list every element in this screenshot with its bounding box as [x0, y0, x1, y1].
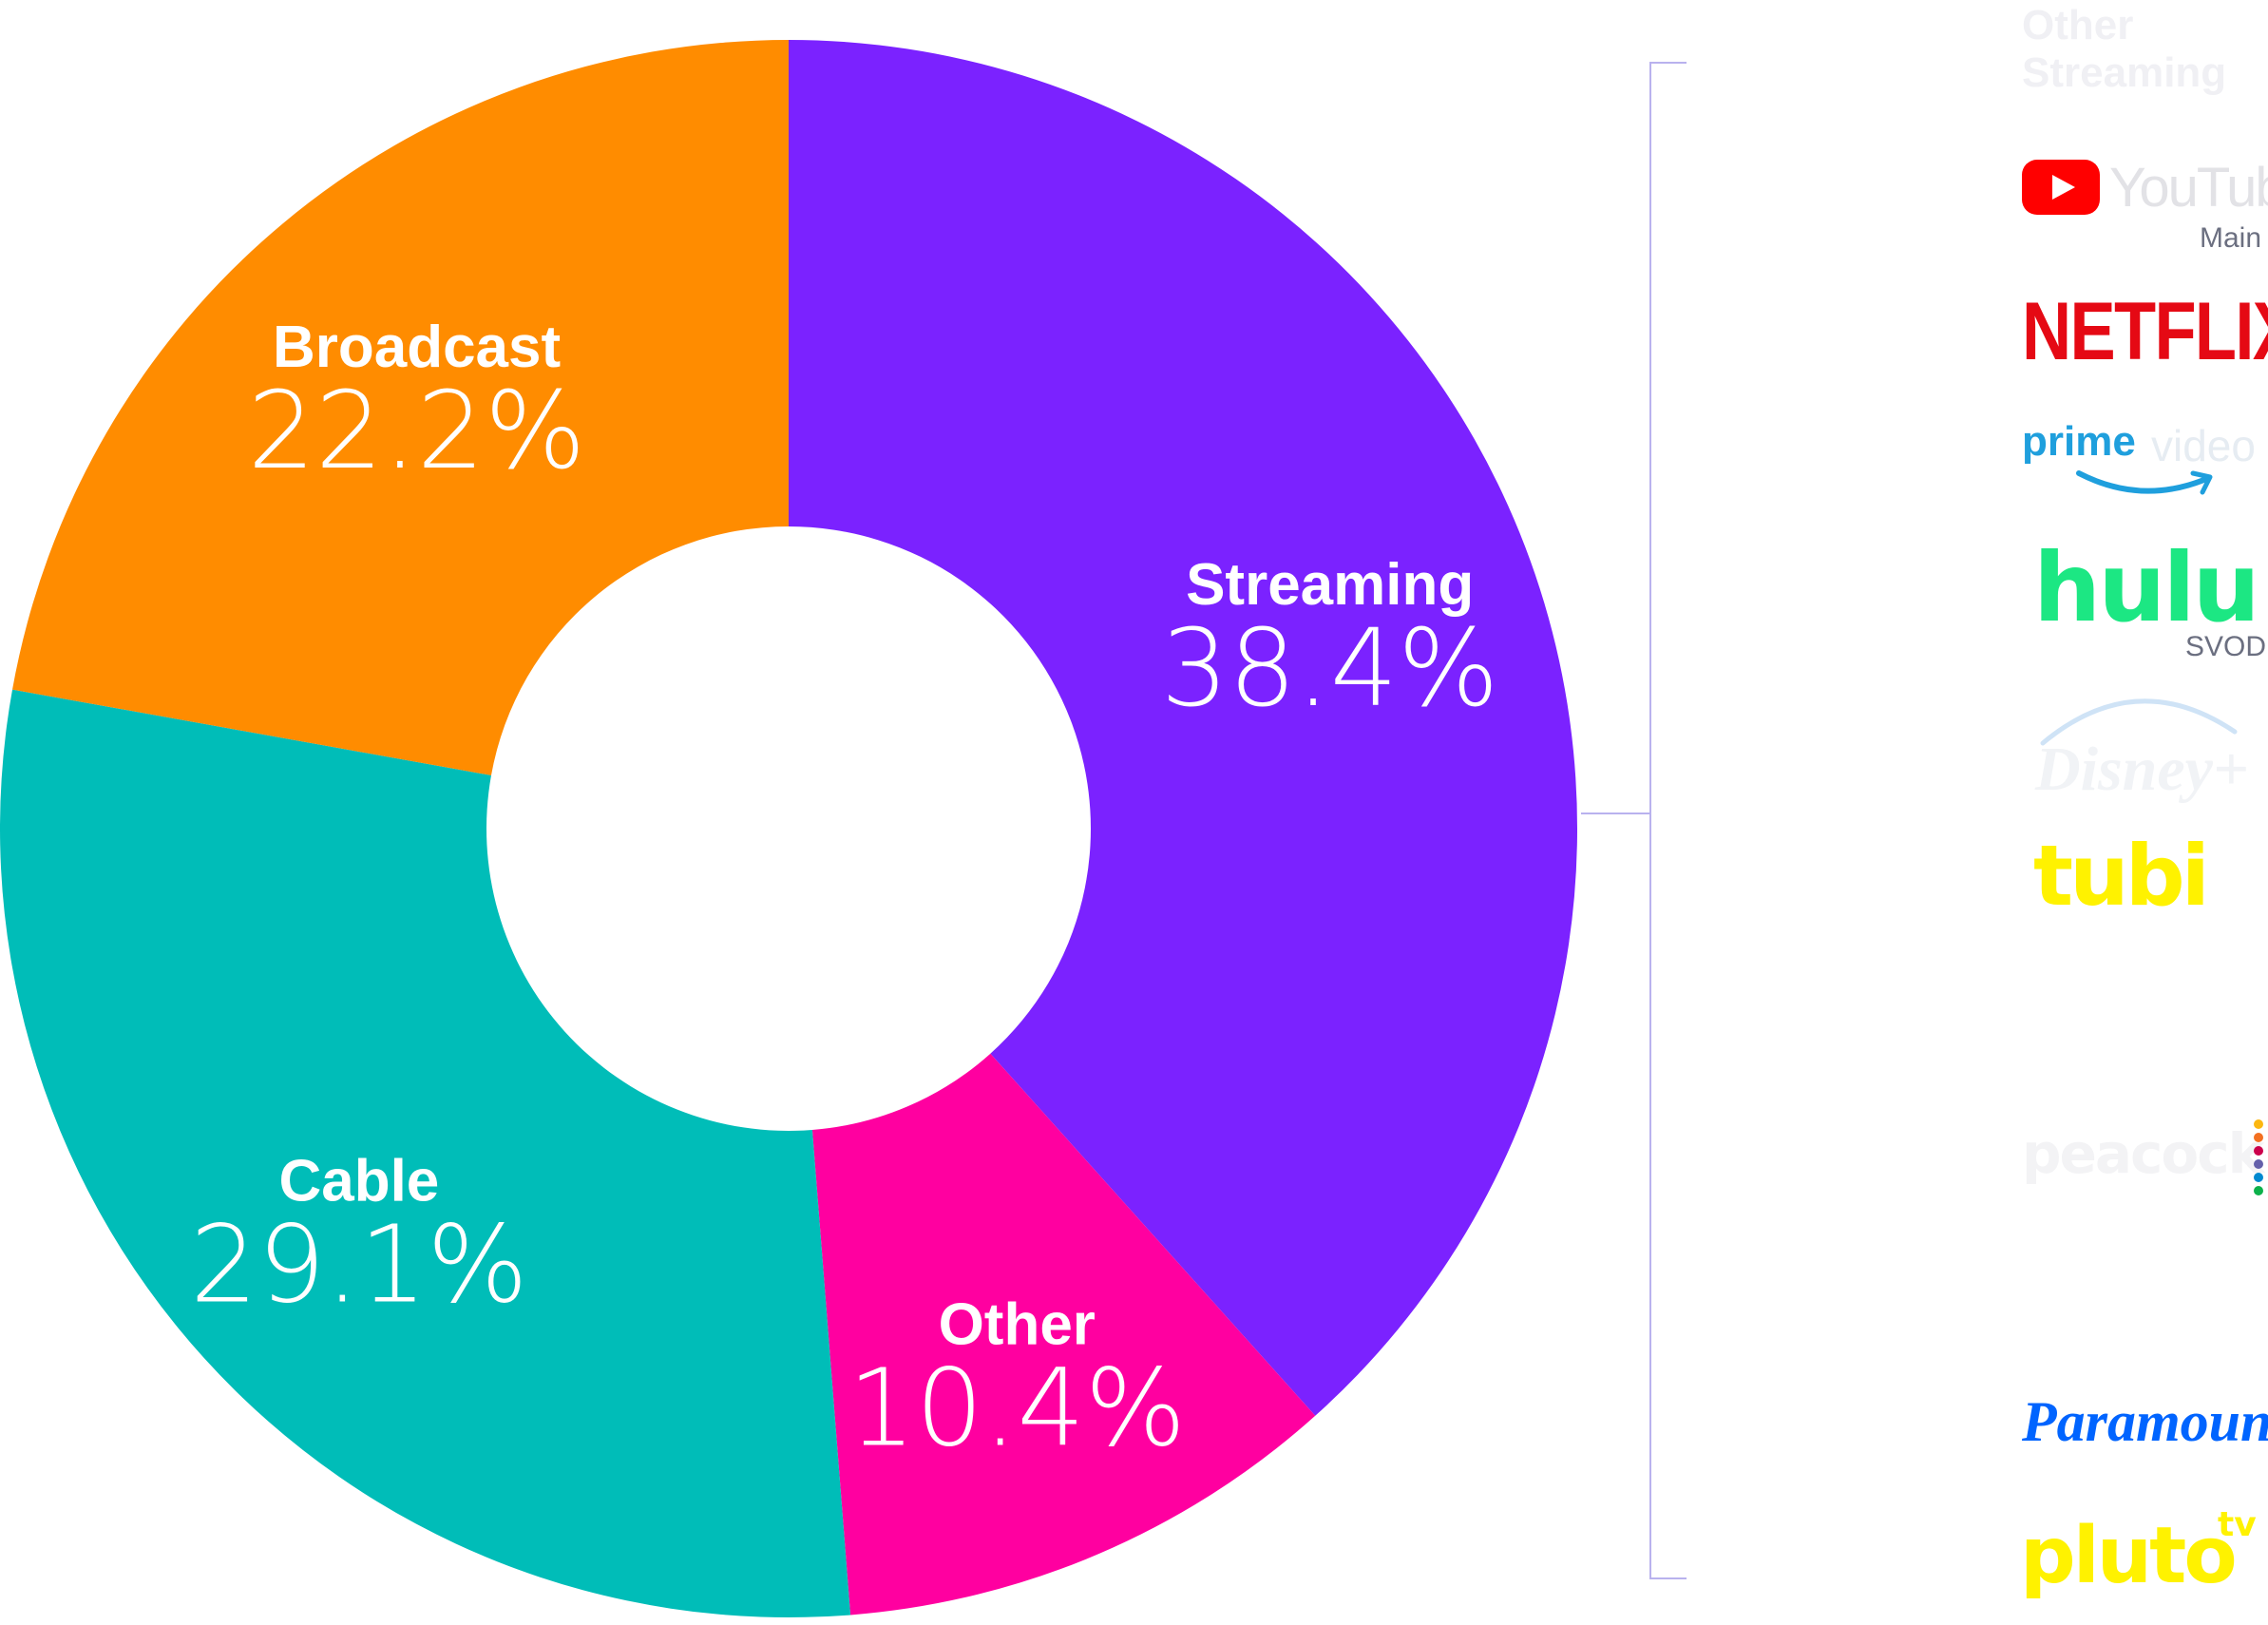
slice-label-streaming: Streaming	[1186, 552, 1474, 618]
other-streaming-heading: Other Streaming	[2022, 2, 2227, 96]
slice-value-cable: 29.1%	[190, 1203, 528, 1327]
slice-cable	[0, 689, 851, 1617]
peacock-dot-icon	[2254, 1133, 2263, 1142]
video-wordmark: video	[2151, 421, 2256, 470]
slice-broadcast	[12, 40, 789, 775]
peacock-dot-icon	[2254, 1119, 2263, 1129]
peacock-wordmark: peacock	[2022, 1121, 2264, 1186]
slice-label-cable: Cable	[278, 1148, 439, 1214]
slice-value-broadcast: 22.2%	[248, 370, 586, 493]
hulu-sublabel: SVOD	[2185, 631, 2267, 662]
youtube-play-icon	[2022, 160, 2100, 215]
peacock-dot-icon	[2254, 1159, 2263, 1169]
pluto-tv-logo: pluto tv	[2020, 1505, 2267, 1606]
slice-streaming	[789, 40, 1578, 1416]
peacock-logo: peacock	[2022, 1121, 2264, 1197]
slice-value-streaming: 38.4%	[1161, 607, 1499, 731]
prime-smile-icon	[2076, 470, 2213, 495]
tubi-logo: tubi	[2033, 827, 2210, 925]
paramount-plus-logo: Paramount+	[2022, 1390, 2268, 1453]
disney-wordmark: Disney+	[2035, 735, 2249, 804]
peacock-dot-icon	[2254, 1186, 2263, 1195]
prime-video-logo: prime video	[2022, 418, 2268, 504]
prime-wordmark: prime	[2022, 418, 2136, 465]
slice-label-broadcast: Broadcast	[273, 315, 561, 380]
youtube-sublabel: Main	[2200, 222, 2262, 254]
slice-label-other: Other	[939, 1292, 1096, 1358]
peacock-dot-icon	[2254, 1173, 2263, 1182]
youtube-wordmark: YouTube	[2109, 157, 2268, 219]
netflix-logo: NETFLIX	[2022, 286, 2268, 377]
disney-plus-logo: Disney+	[2031, 684, 2259, 808]
slice-other	[811, 1053, 1316, 1615]
pluto-wordmark: pluto	[2020, 1511, 2238, 1601]
disney-arc-icon	[2040, 698, 2238, 746]
slice-value-other: 10.4%	[848, 1348, 1186, 1471]
hulu-logo: hulu	[2033, 532, 2260, 643]
tv-wordmark: tv	[2218, 1505, 2257, 1544]
peacock-dot-icon	[2254, 1146, 2263, 1156]
